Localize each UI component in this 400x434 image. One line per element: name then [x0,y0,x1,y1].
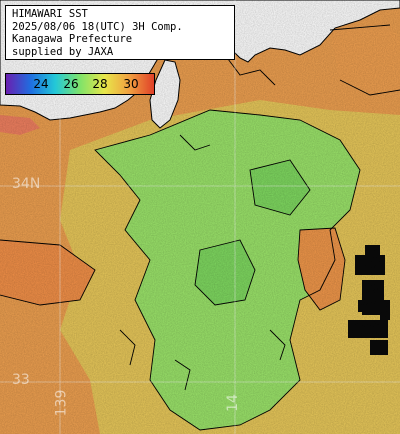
legend-gradient [6,74,154,94]
timestamp-text: 2025/08/06 18(UTC) 3H Comp. [12,20,183,33]
longitude-label-139: 139 [53,389,70,417]
legend-tick-28: 28 [92,77,108,91]
legend-tick-26: 26 [63,77,79,91]
legend-tick-24: 24 [33,77,49,91]
longitude-label-14: 14 [224,394,241,412]
latitude-label-33: 33 [12,372,30,388]
legend-tick-30: 30 [123,77,139,91]
info-box: HIMAWARI SST 2025/08/06 18(UTC) 3H Comp.… [5,5,235,60]
color-legend: 24 26 28 30 [5,73,155,95]
latitude-label-34n: 34N [12,176,41,192]
credit-text: supplied by JAXA [12,45,114,58]
region-text: Kanagawa Prefecture [12,33,133,45]
title-text: HIMAWARI SST [12,8,88,20]
